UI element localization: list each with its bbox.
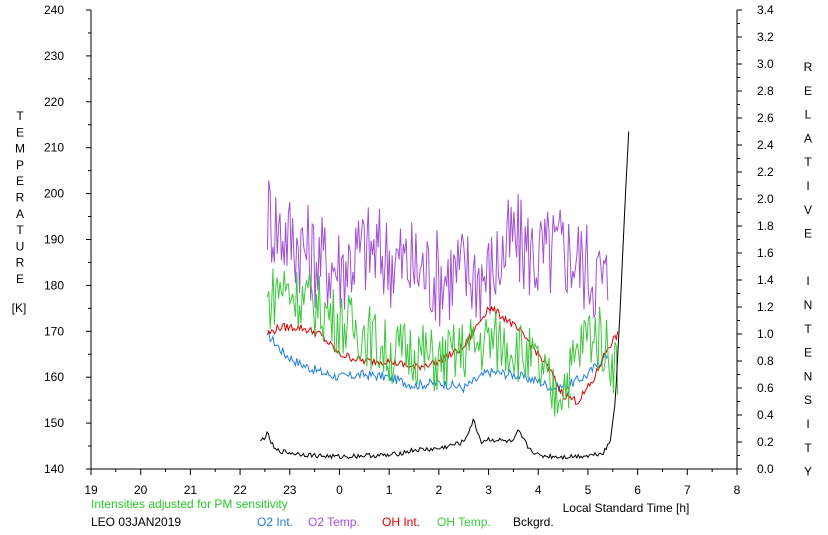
x-tick-label: 20 bbox=[134, 483, 148, 497]
left-tick-label: 150 bbox=[44, 416, 64, 430]
series-group bbox=[259, 131, 630, 461]
left-tick-label: 220 bbox=[44, 95, 64, 109]
right-tick-label: 0.4 bbox=[757, 408, 774, 422]
right-tick-label: 2.2 bbox=[757, 165, 774, 179]
axis-title-letter: R bbox=[16, 256, 25, 270]
axis-title-letter: E bbox=[804, 227, 812, 241]
right-tick-label: 2.6 bbox=[757, 111, 774, 125]
left-axis: 140 150 160 170 180 190 200 210 220 230 240 bbox=[44, 3, 91, 476]
x-tick-label: 22 bbox=[233, 483, 247, 497]
axis-title-letter: E bbox=[16, 125, 24, 139]
right-axis: 0.0 0.2 0.4 0.6 0.8 1.0 1.2 1.4 1.6 1.8 2.0 2.2 2.4 2… bbox=[737, 3, 774, 476]
series-line-oh-temp bbox=[266, 268, 619, 417]
x-tick-label: 5 bbox=[585, 483, 592, 497]
right-tick-label: 1.0 bbox=[757, 327, 774, 341]
axis-title-letter: I bbox=[806, 274, 809, 288]
axis-title-letter: S bbox=[804, 393, 812, 407]
legend-item: O2 Temp. bbox=[308, 515, 360, 529]
right-tick-label: 3.0 bbox=[757, 57, 774, 71]
axis-title-letter: T bbox=[16, 223, 24, 237]
axis-title-letter: T bbox=[16, 109, 24, 123]
axis-title-letter: Y bbox=[804, 465, 812, 479]
series-line-oh-int bbox=[266, 305, 619, 405]
sensitivity-note: Intensities adjusted for PM sensitivity bbox=[91, 497, 288, 511]
axis-title-letter: N bbox=[804, 369, 813, 383]
x-tick-label: 2 bbox=[436, 483, 443, 497]
axis-title-letter: T bbox=[804, 155, 812, 169]
x-tick-label: 19 bbox=[84, 483, 98, 497]
x-axis: 19 20 21 22 23 0 1 2 3 4 5 6 7 8 bbox=[84, 469, 741, 497]
x-tick-label: 1 bbox=[386, 483, 393, 497]
series-line-bckgrd bbox=[259, 131, 630, 461]
right-tick-label: 0.8 bbox=[757, 354, 774, 368]
right-tick-label: 1.8 bbox=[757, 219, 774, 233]
x-axis-title: Local Standard Time [h] bbox=[563, 501, 690, 515]
x-tick-label: 4 bbox=[535, 483, 542, 497]
left-tick-label: 240 bbox=[44, 3, 64, 17]
left-tick-label: 140 bbox=[44, 462, 64, 476]
axis-title-letter: R bbox=[16, 191, 25, 205]
axis-title-letter: U bbox=[16, 239, 25, 253]
axis-title-letter: P bbox=[16, 158, 24, 172]
axis-title-letter: T bbox=[804, 322, 812, 336]
left-tick-label: 160 bbox=[44, 370, 64, 384]
axis-title-letter: A bbox=[804, 131, 812, 145]
right-tick-label: 0.6 bbox=[757, 381, 774, 395]
legend: O2 Int. O2 Temp. OH Int. OH Temp. Bckgrd. bbox=[257, 515, 554, 529]
right-tick-label: 0.0 bbox=[757, 462, 774, 476]
axis-title-letter: L bbox=[805, 108, 812, 122]
x-tick-label: 0 bbox=[336, 483, 343, 497]
axis-title-letter: R bbox=[804, 60, 813, 74]
x-tick-label: 6 bbox=[634, 483, 641, 497]
axis-title-letter: E bbox=[804, 346, 812, 360]
series-line-o2-temp bbox=[266, 180, 609, 327]
axis-title-letter: N bbox=[804, 298, 813, 312]
axis-title-letter: V bbox=[804, 203, 812, 217]
axis-title-letter: A bbox=[16, 207, 24, 221]
x-tick-label: 8 bbox=[734, 483, 741, 497]
left-tick-label: 200 bbox=[44, 187, 64, 201]
right-tick-label: 1.4 bbox=[757, 273, 774, 287]
right-tick-label: 2.0 bbox=[757, 192, 774, 206]
x-tick-label: 21 bbox=[184, 483, 198, 497]
right-tick-label: 3.4 bbox=[757, 3, 774, 17]
right-tick-label: 1.2 bbox=[757, 300, 774, 314]
legend-item: OH Temp. bbox=[437, 515, 491, 529]
left-tick-label: 210 bbox=[44, 141, 64, 155]
station-label: LEO 03JAN2019 bbox=[91, 515, 181, 529]
plot-frame-group bbox=[90, 10, 738, 470]
right-tick-label: 1.6 bbox=[757, 246, 774, 260]
axis-title-letter: E bbox=[16, 174, 24, 188]
axis-title-letter: E bbox=[16, 272, 24, 286]
axis-title-letter: T bbox=[804, 441, 812, 455]
legend-item: Bckgrd. bbox=[513, 515, 554, 529]
axis-title-letter: I bbox=[806, 417, 809, 431]
left-tick-label: 180 bbox=[44, 278, 64, 292]
left-tick-label: 230 bbox=[44, 49, 64, 63]
legend-item: O2 Int. bbox=[257, 515, 293, 529]
left-tick-label: 190 bbox=[44, 233, 64, 247]
x-tick-label: 7 bbox=[684, 483, 691, 497]
axis-title-letter: M bbox=[15, 142, 25, 156]
left-tick-label: 170 bbox=[44, 324, 64, 338]
x-tick-label: 3 bbox=[485, 483, 492, 497]
right-tick-label: 3.2 bbox=[757, 30, 774, 44]
right-tick-label: 2.4 bbox=[757, 138, 774, 152]
axis-title-letter: I bbox=[806, 179, 809, 193]
right-tick-label: 0.2 bbox=[757, 435, 774, 449]
x-tick-label: 23 bbox=[283, 483, 297, 497]
legend-item: OH Int. bbox=[382, 515, 420, 529]
axis-title-letter: E bbox=[804, 84, 812, 98]
left-axis-unit: [K] bbox=[12, 301, 27, 315]
right-tick-label: 2.8 bbox=[757, 84, 774, 98]
